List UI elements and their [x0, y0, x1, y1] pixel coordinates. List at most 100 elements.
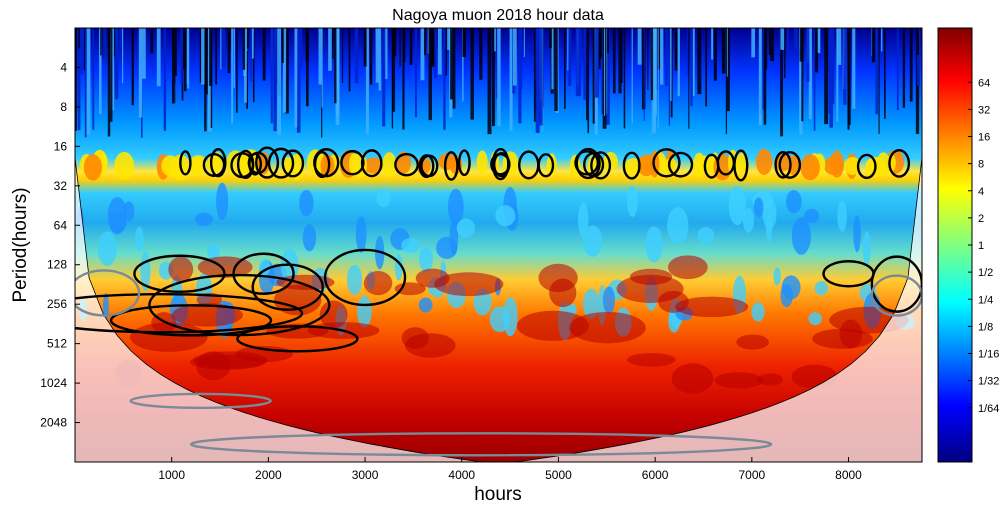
- streak: [586, 28, 588, 121]
- y-tick-label: 512: [47, 337, 67, 351]
- streak: [252, 28, 255, 103]
- cool-spot: [302, 224, 317, 252]
- cool-spot: [401, 238, 420, 253]
- band-blob: [844, 156, 861, 175]
- x-tick-label: 3000: [352, 468, 379, 482]
- cool-spot: [602, 286, 615, 314]
- streak: [462, 28, 467, 57]
- streak: [430, 28, 435, 68]
- cool-spot: [862, 230, 871, 266]
- contour-band: [420, 154, 439, 178]
- colorbar-tick-label: 16: [978, 132, 990, 144]
- streak: [657, 28, 661, 70]
- colorbar: [937, 27, 973, 463]
- cool-spot: [449, 220, 459, 256]
- streak: [726, 28, 730, 112]
- band-blob: [438, 153, 456, 171]
- hot-blob: [675, 296, 749, 318]
- cool-spot: [780, 284, 793, 308]
- cool-spot: [582, 225, 603, 257]
- streak: [824, 28, 829, 125]
- streak: [549, 28, 552, 49]
- contour-band: [856, 153, 877, 180]
- streak: [521, 28, 523, 90]
- contour-band: [457, 149, 471, 177]
- streak: [768, 28, 772, 55]
- streak: [623, 28, 626, 129]
- hot-blob: [273, 284, 322, 316]
- streak: [780, 28, 784, 137]
- streak: [875, 28, 879, 115]
- streak: [808, 28, 812, 120]
- band-blob: [189, 155, 208, 174]
- streak: [229, 28, 231, 50]
- streak: [677, 28, 680, 97]
- streak: [282, 28, 287, 113]
- cool-spot: [645, 226, 663, 263]
- streak: [721, 28, 726, 74]
- streak: [770, 28, 774, 62]
- contour-band: [281, 149, 305, 178]
- streak: [603, 28, 606, 117]
- streak: [138, 28, 143, 118]
- cool-spot: [355, 216, 367, 253]
- streak: [409, 28, 413, 65]
- hot-blob: [168, 256, 194, 283]
- hot-blob: [569, 311, 646, 344]
- streak: [92, 28, 95, 130]
- streak: [328, 28, 332, 71]
- streak: [538, 28, 543, 126]
- streak: [688, 28, 690, 129]
- contour-significant: [109, 304, 273, 337]
- streak: [690, 28, 693, 107]
- streak: [665, 28, 668, 86]
- colorbar-tick-label: 32: [978, 104, 990, 116]
- contour-band: [394, 152, 419, 177]
- x-tick-label: 8000: [835, 468, 862, 482]
- streak: [365, 28, 369, 135]
- streak: [799, 28, 803, 135]
- streak: [163, 28, 167, 131]
- colorbar-tick-label: 1: [978, 240, 984, 252]
- x-axis: 1000 2000 3000 4000 5000 6000 7000 8000: [158, 457, 862, 482]
- streak: [443, 28, 446, 130]
- streak: [758, 28, 762, 126]
- contour-band: [340, 149, 365, 176]
- streak: [142, 28, 146, 79]
- streak: [414, 28, 418, 118]
- y-tick-label: 256: [47, 297, 67, 311]
- contour-outside-cone: [75, 269, 141, 317]
- hot-blob: [172, 303, 243, 327]
- streak: [670, 28, 672, 102]
- streak: [305, 28, 309, 61]
- streak: [847, 28, 851, 125]
- streak: [209, 28, 213, 86]
- streak: [711, 28, 714, 60]
- streak: [697, 28, 702, 95]
- streak: [660, 28, 664, 85]
- contour-band: [703, 153, 720, 179]
- contour-band: [443, 151, 459, 181]
- cool-spot: [697, 227, 715, 244]
- streak: [81, 28, 84, 68]
- y-tick-label: 16: [54, 139, 68, 153]
- streak: [620, 28, 623, 84]
- streak: [244, 28, 247, 103]
- streak: [787, 28, 789, 59]
- streak: [273, 28, 276, 106]
- streak: [597, 28, 601, 69]
- streak: [399, 28, 401, 68]
- x-axis-label: hours: [474, 484, 522, 505]
- band-blob: [756, 148, 773, 175]
- streak: [180, 28, 183, 85]
- streak: [84, 28, 87, 138]
- band-blob: [114, 151, 135, 180]
- streak: [331, 28, 334, 59]
- streak: [391, 28, 394, 129]
- cool-spot: [728, 185, 746, 226]
- streak: [462, 28, 464, 102]
- cool-spot: [376, 188, 391, 208]
- streak: [342, 28, 344, 84]
- streak: [83, 28, 86, 71]
- cool-spot: [134, 226, 144, 252]
